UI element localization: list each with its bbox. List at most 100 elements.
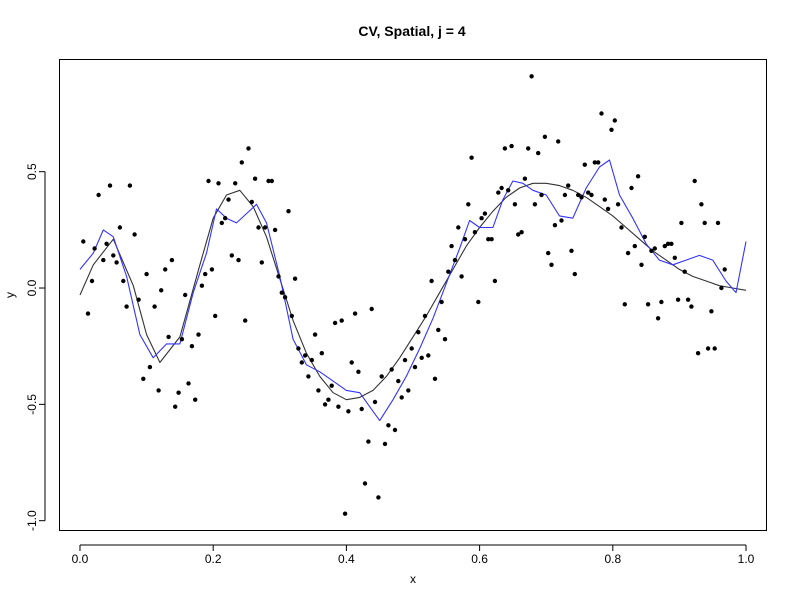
data-point	[156, 388, 161, 393]
data-point	[389, 367, 394, 372]
data-point	[121, 278, 126, 284]
data-point	[366, 439, 371, 444]
data-point	[442, 337, 448, 342]
data-point	[609, 127, 614, 132]
data-point	[127, 183, 133, 188]
data-point	[546, 250, 551, 256]
y-tick-label: 0.0	[25, 279, 39, 296]
x-tick-label: 0.6	[471, 552, 488, 566]
data-point	[519, 230, 524, 235]
data-point	[169, 257, 175, 263]
data-point	[449, 243, 454, 249]
data-point	[532, 202, 538, 207]
data-point	[635, 174, 641, 179]
data-point	[576, 192, 581, 198]
data-point	[655, 316, 661, 321]
plot-frame	[59, 59, 767, 531]
data-point	[675, 297, 681, 302]
data-point	[396, 378, 401, 384]
data-point	[279, 290, 284, 295]
data-point	[526, 146, 531, 151]
data-point	[256, 225, 261, 230]
data-point	[649, 248, 654, 253]
data-point	[536, 150, 541, 156]
data-point	[712, 346, 717, 351]
data-point	[489, 237, 494, 242]
data-point	[296, 346, 301, 351]
x-axis-label: x	[410, 572, 416, 586]
data-point	[369, 306, 374, 312]
data-point	[196, 332, 201, 337]
data-point	[223, 216, 228, 221]
data-point	[92, 246, 97, 251]
data-point	[592, 160, 597, 165]
data-point	[89, 278, 95, 284]
y-tick-label: -0.5	[25, 394, 39, 415]
data-point	[499, 185, 504, 191]
data-point	[605, 206, 611, 212]
data-point	[219, 220, 224, 226]
data-point	[329, 383, 334, 388]
y-axis-label: y	[3, 292, 17, 298]
data-point	[216, 181, 221, 186]
data-point	[282, 295, 288, 300]
data-point	[226, 197, 231, 202]
data-point	[429, 278, 434, 284]
data-point	[572, 271, 577, 277]
data-point	[466, 202, 471, 207]
data-point	[176, 390, 181, 395]
data-point	[419, 355, 424, 360]
data-point	[702, 220, 707, 226]
data-point	[579, 195, 584, 200]
data-point	[262, 225, 268, 230]
data-point	[132, 232, 137, 237]
data-point	[462, 237, 468, 242]
data-point	[346, 409, 351, 414]
data-point	[379, 374, 384, 379]
data-point	[382, 441, 388, 447]
data-point	[179, 337, 185, 342]
data-point	[356, 369, 361, 374]
data-point	[209, 267, 215, 272]
data-point	[509, 143, 514, 149]
data-point	[625, 250, 631, 256]
data-point	[432, 376, 438, 381]
data-point	[566, 183, 571, 188]
data-point	[709, 309, 714, 314]
cv-fit-curve	[79, 159, 747, 422]
data-point	[632, 243, 637, 249]
data-point	[147, 364, 153, 370]
data-point	[472, 230, 478, 235]
data-point	[562, 192, 568, 198]
data-point	[269, 178, 274, 184]
data-point	[539, 192, 544, 198]
data-point	[266, 178, 271, 184]
data-point	[239, 160, 244, 165]
data-point	[639, 262, 644, 267]
data-point	[619, 225, 624, 230]
x-tick-label: 0.8	[604, 552, 621, 566]
data-point	[362, 481, 368, 486]
data-point	[316, 388, 321, 393]
data-point	[715, 220, 721, 226]
data-point	[452, 257, 458, 263]
data-point	[496, 190, 501, 195]
data-point	[107, 183, 113, 188]
data-point	[705, 346, 711, 351]
data-point	[569, 248, 574, 253]
data-point	[506, 188, 511, 193]
data-point	[159, 288, 164, 293]
data-point	[596, 160, 601, 165]
data-point	[236, 257, 241, 263]
data-point	[669, 241, 674, 246]
data-point	[599, 111, 604, 116]
data-point	[299, 360, 304, 365]
data-point	[615, 202, 621, 207]
data-point	[206, 178, 211, 184]
data-point	[352, 311, 358, 316]
data-point	[399, 395, 404, 400]
data-point	[332, 320, 338, 326]
data-point	[659, 299, 664, 305]
data-point	[166, 334, 171, 340]
